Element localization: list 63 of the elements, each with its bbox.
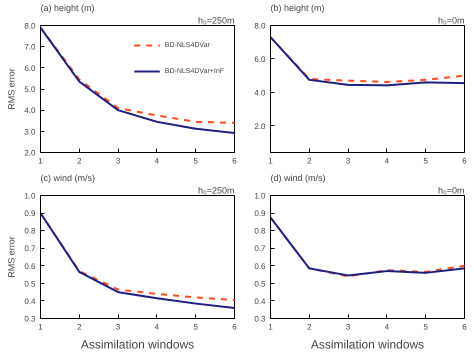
x-tick-label: 2 — [77, 322, 82, 332]
y-tick-label: 6.0 — [24, 64, 36, 73]
x-axis-title: Assimilation windows — [310, 338, 424, 352]
y-tick-label: 0.9 — [254, 209, 266, 218]
x-tick-label: 4 — [154, 156, 160, 166]
chart-title: (b) height (m) — [270, 3, 325, 13]
x-tick-label: 1 — [268, 322, 274, 332]
y-tick-label: 0.5 — [254, 279, 266, 288]
annotation: h₀=0m — [438, 16, 464, 26]
y-tick-label: 4.0 — [254, 88, 266, 98]
x-tick-label: 5 — [423, 322, 428, 332]
y-tick-label: 2.0 — [254, 122, 266, 131]
x-axis-title: Assimilation windows — [80, 338, 194, 352]
y-tick-label: 2.0 — [24, 148, 36, 158]
x-tick-label: 6 — [462, 322, 468, 332]
x-tick-label: 1 — [268, 156, 274, 166]
y-tick-label: 0.6 — [254, 262, 266, 271]
x-tick-label: 6 — [462, 156, 468, 166]
y-tick-label: 0.3 — [24, 314, 36, 324]
x-tick-label: 4 — [384, 322, 390, 332]
x-tick-label: 3 — [346, 156, 351, 166]
y-tick-label: 0.4 — [24, 296, 36, 306]
text: h₀=250m — [198, 186, 235, 196]
x-tick-label: 6 — [232, 156, 238, 166]
y-tick-label: 5.0 — [24, 85, 36, 94]
y-tick-label: 1.0 — [254, 192, 266, 200]
x-tick-label: 2 — [307, 156, 312, 166]
chart-title: (a) height (m) — [40, 3, 95, 13]
x-tick-label: 3 — [116, 322, 121, 332]
y-tick-label: 0.5 — [24, 279, 36, 288]
x-tick-label: 5 — [423, 156, 428, 166]
x-tick-label: 4 — [154, 322, 160, 332]
x-tick-label: 6 — [232, 322, 238, 332]
chart-title: (c) wind (m/s) — [40, 173, 95, 183]
y-axis-title: RMS error — [6, 68, 16, 110]
y-tick-label: 7.0 — [24, 42, 36, 52]
x-tick-label: 2 — [77, 156, 82, 166]
y-axis-title: RMS error — [6, 236, 16, 278]
y-tick-label: 6.0 — [254, 54, 266, 64]
y-tick-label: 1.0 — [24, 192, 36, 200]
x-tick-label: 4 — [384, 156, 390, 166]
x-tick-label: 3 — [346, 322, 351, 332]
y-tick-label: 0.8 — [254, 226, 266, 236]
y-tick-label: 0.7 — [254, 244, 266, 254]
chart-title: (d) wind (m/s) — [270, 173, 326, 183]
y-tick-label: 8.0 — [24, 22, 36, 30]
y-tick-label: 4.0 — [24, 106, 36, 116]
y-tick-label: 3.0 — [24, 127, 36, 136]
y-tick-label: 8.0 — [254, 22, 266, 30]
y-tick-label: 0.4 — [254, 296, 266, 306]
x-tick-label: 1 — [38, 322, 44, 332]
y-tick-label: 0.3 — [254, 314, 266, 324]
x-tick-label: 3 — [116, 156, 121, 166]
annotation: h₀=250m — [198, 16, 235, 26]
x-tick-label: 2 — [307, 322, 312, 332]
y-tick-label: 0.7 — [24, 244, 36, 254]
y-tick-label: 0.8 — [24, 226, 36, 236]
x-tick-label: 5 — [193, 322, 198, 332]
x-tick-label: 1 — [38, 156, 44, 166]
x-tick-label: 5 — [193, 156, 198, 166]
y-tick-label: 0.9 — [24, 209, 36, 218]
text: h₀=0m — [438, 186, 464, 196]
y-tick-label: 0.6 — [24, 262, 36, 271]
